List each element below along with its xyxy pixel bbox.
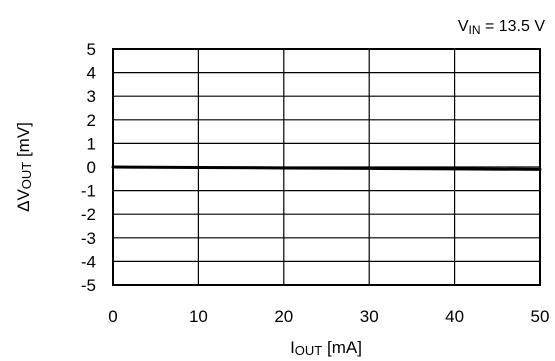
supply-voltage-annotation: VIN = 13.5 V — [458, 18, 545, 37]
annotation-subscript: IN — [469, 23, 481, 37]
annotation-suffix: = 13.5 V — [481, 18, 546, 35]
x-tick-label-0: 0 — [108, 307, 117, 326]
y-tick-label-7: -2 — [81, 205, 96, 224]
y-tick-label-0: 5 — [87, 40, 96, 59]
x-axis-label-subscript: OUT — [295, 343, 323, 358]
x-axis-label: IOUT [mA] — [290, 338, 362, 358]
y-tick-label-2: 3 — [87, 87, 96, 106]
x-axis-label-base: I — [290, 338, 295, 357]
annotation-base: V — [458, 18, 469, 35]
x-tick-label-2: 20 — [274, 307, 293, 326]
x-axis-label-suffix: [mA] — [322, 338, 362, 357]
y-tick-label-1: 4 — [87, 64, 96, 83]
y-tick-label-5: 0 — [87, 158, 96, 177]
x-tick-label-4: 40 — [445, 307, 464, 326]
series-layer — [111, 165, 542, 171]
y-tick-label-9: -4 — [81, 252, 96, 271]
y-axis-label-subscript: OUT — [19, 162, 34, 190]
x-tick-label-5: 50 — [531, 307, 550, 326]
x-tick-label-3: 30 — [360, 307, 379, 326]
frame-layer — [112, 48, 541, 286]
y-axis-label-suffix: [mV] — [14, 122, 33, 162]
y-tick-label-3: 2 — [87, 111, 96, 130]
y-tick-label-4: 1 — [87, 134, 96, 153]
y-axis-label-prefix: ΔV — [14, 189, 33, 212]
y-tick-label-10: -5 — [81, 276, 96, 295]
y-tick-label-8: -3 — [81, 229, 96, 248]
x-tick-label-1: 10 — [189, 307, 208, 326]
plot-frame — [112, 48, 541, 286]
y-tick-label-6: -1 — [81, 182, 96, 201]
y-axis-label: ΔVOUT [mV] — [14, 122, 34, 212]
series-line-0 — [111, 165, 542, 171]
